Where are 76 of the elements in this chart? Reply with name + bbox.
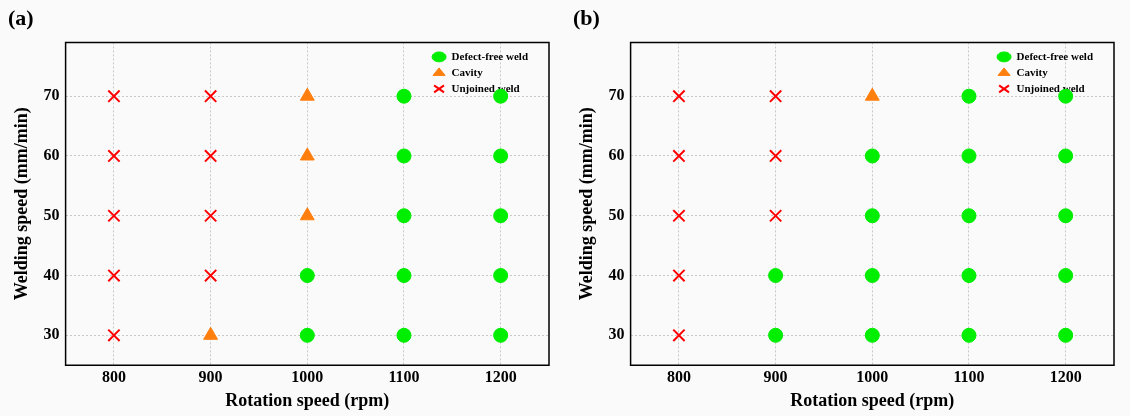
- point: [768, 149, 783, 163]
- x-tick-label: 900: [763, 367, 788, 385]
- y-tick-label: 60: [43, 146, 60, 164]
- point: [396, 208, 412, 224]
- point: [396, 268, 412, 284]
- point: [672, 209, 686, 223]
- point: [961, 327, 977, 343]
- x-tick-label: 1100: [388, 367, 420, 385]
- y-tick-label: 50: [43, 205, 60, 223]
- point: [203, 149, 218, 163]
- y-tick-label: 30: [608, 325, 625, 343]
- point: [107, 149, 121, 163]
- y-axis-title: Welding speed (mm/min): [11, 107, 33, 301]
- point: [203, 268, 218, 283]
- y-tick-label: 60: [608, 146, 625, 164]
- y-tick-label: 40: [608, 265, 625, 283]
- point: [672, 268, 686, 283]
- x-tick-label: 1200: [484, 367, 517, 385]
- legend-label: Defect-free weld: [1016, 49, 1094, 62]
- y-tick-label: 70: [43, 86, 60, 104]
- point: [299, 147, 315, 161]
- point: [396, 148, 412, 164]
- x-axis-title: Rotation speed (rpm): [225, 389, 390, 411]
- x-tick-label: 1200: [1049, 367, 1082, 385]
- point: [299, 268, 315, 284]
- point: [493, 208, 509, 224]
- point: [493, 268, 509, 284]
- point: [203, 89, 218, 103]
- legend-label: Cavity: [1016, 65, 1049, 78]
- point: [961, 148, 977, 164]
- legend-label: Defect-free weld: [451, 49, 529, 62]
- point: [396, 88, 412, 104]
- y-tick-label: 50: [608, 205, 625, 223]
- point: [864, 327, 880, 343]
- point: [107, 328, 121, 342]
- x-tick-label: 1100: [953, 367, 985, 385]
- y-tick-label: 70: [608, 86, 625, 104]
- point: [299, 207, 315, 221]
- point: [864, 268, 880, 284]
- point: [961, 208, 977, 224]
- point: [299, 87, 315, 101]
- point: [299, 327, 315, 343]
- x-tick-label: 900: [198, 367, 223, 385]
- point: [768, 209, 783, 223]
- point: [107, 209, 121, 223]
- y-tick-label: 30: [43, 325, 60, 343]
- point: [672, 89, 686, 103]
- point: [672, 149, 686, 163]
- point: [1058, 327, 1074, 343]
- point: [768, 89, 783, 103]
- point: [961, 88, 977, 104]
- x-tick-label: 800: [666, 367, 691, 385]
- point: [1058, 208, 1074, 224]
- x-tick-label: 800: [101, 367, 126, 385]
- point: [203, 209, 218, 223]
- point: [768, 327, 784, 343]
- legend-label: Cavity: [451, 65, 484, 78]
- y-axis-title: Welding speed (mm/min): [576, 107, 598, 301]
- point: [864, 148, 880, 164]
- x-tick-label: 1000: [291, 367, 324, 385]
- y-tick-label: 40: [43, 265, 60, 283]
- point: [1058, 148, 1074, 164]
- point: [107, 89, 121, 103]
- point: [493, 327, 509, 343]
- point: [107, 268, 121, 283]
- chart-title: (a): [8, 4, 34, 30]
- x-tick-label: 1000: [856, 367, 889, 385]
- point: [1058, 268, 1074, 284]
- point: [864, 208, 880, 224]
- point: [672, 328, 686, 342]
- point: [961, 268, 977, 284]
- x-axis-title: Rotation speed (rpm): [790, 389, 955, 411]
- point: [396, 327, 412, 343]
- point: [493, 148, 509, 164]
- point: [768, 268, 784, 284]
- chart-title: (b): [573, 4, 600, 30]
